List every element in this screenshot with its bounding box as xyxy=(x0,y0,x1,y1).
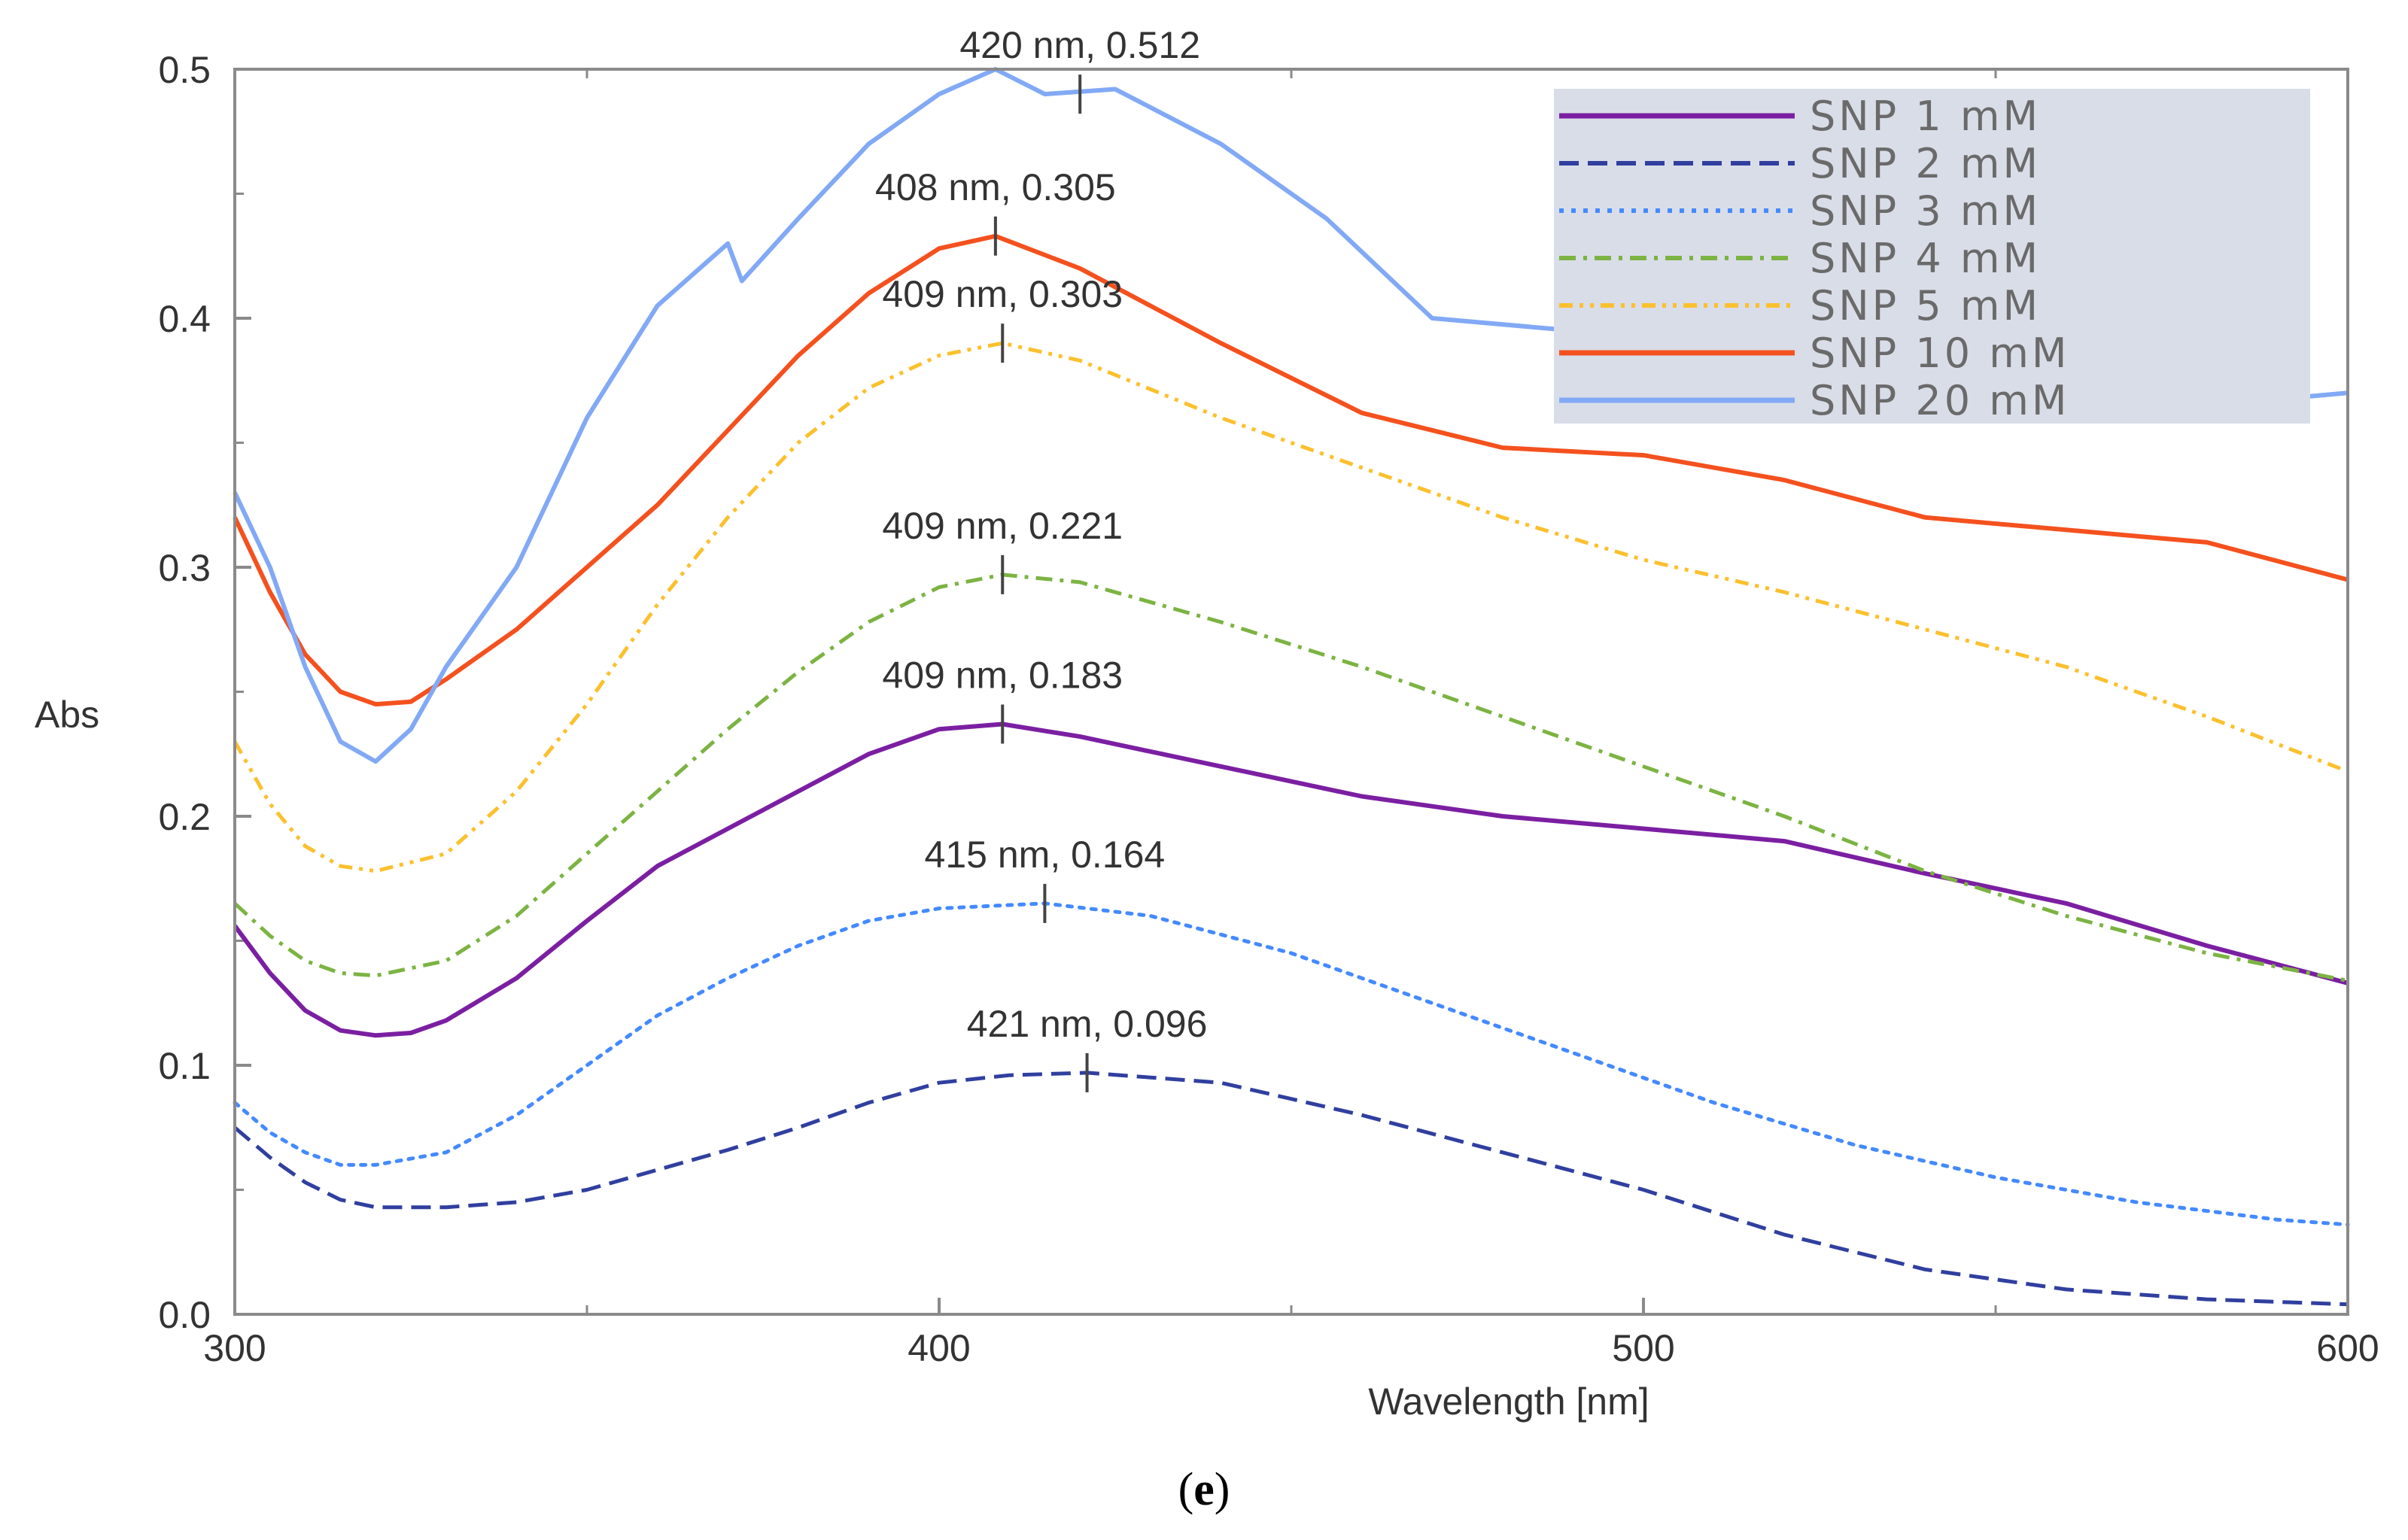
legend-label: SNP 5 mM xyxy=(1810,282,2041,330)
x-tick-label: 600 xyxy=(2316,1327,2379,1369)
peak-label: 421 nm, 0.096 xyxy=(967,1003,1208,1045)
panel-label-letter: e xyxy=(1193,1464,1215,1515)
y-tick-label: 0.0 xyxy=(158,1294,211,1336)
panel-label-open: ( xyxy=(1178,1464,1194,1515)
peak-label: 409 nm, 0.303 xyxy=(882,273,1123,315)
y-tick-label: 0.2 xyxy=(158,796,211,838)
peak-label: 409 nm, 0.221 xyxy=(882,505,1123,547)
series-line-1 xyxy=(233,721,2349,1038)
panel-label-close: ) xyxy=(1215,1464,1230,1515)
peak-annotations: 409 nm, 0.183 421 nm, 0.096 415 nm, 0.164 4… xyxy=(875,24,1207,1092)
legend-label: SNP 4 mM xyxy=(1810,235,2041,282)
legend-label: SNP 3 mM xyxy=(1810,187,2041,235)
series-line-5 xyxy=(233,341,2349,873)
legend-label: SNP 20 mM xyxy=(1810,377,2069,424)
x-tick-label: 400 xyxy=(908,1327,970,1369)
x-tick-label: 500 xyxy=(1612,1327,1674,1369)
peak-label: 408 nm, 0.305 xyxy=(875,166,1116,208)
series-line-3 xyxy=(233,901,2350,1227)
plot-frame xyxy=(233,68,2349,1316)
peak-label: 415 nm, 0.164 xyxy=(925,834,1166,876)
x-tick-label: 300 xyxy=(203,1327,266,1369)
legend-label: SNP 2 mM xyxy=(1810,140,2041,187)
y-tick-label: 0.3 xyxy=(158,547,211,589)
legend-label: SNP 10 mM xyxy=(1810,330,2069,377)
series-line-6 xyxy=(233,233,2349,707)
series-line-2 xyxy=(233,1071,2349,1307)
legend-label: SNP 1 mM xyxy=(1810,93,2041,140)
peak-label: 409 nm, 0.183 xyxy=(882,655,1123,697)
axis-ticks: 300 400 500 600 0.0 0.1 0.2 0.3 0.4 0.5 xyxy=(158,49,2379,1369)
peak-label: 420 nm, 0.512 xyxy=(959,24,1200,66)
series-line-4 xyxy=(233,573,2349,983)
panel-label: (e) xyxy=(1178,1464,1230,1515)
y-axis-title: Abs xyxy=(35,694,99,736)
x-axis-title: Wavelength [nm] xyxy=(1368,1381,1649,1423)
y-tick-label: 0.1 xyxy=(158,1045,211,1087)
y-tick-label: 0.5 xyxy=(158,49,211,91)
y-tick-label: 0.4 xyxy=(158,298,211,340)
